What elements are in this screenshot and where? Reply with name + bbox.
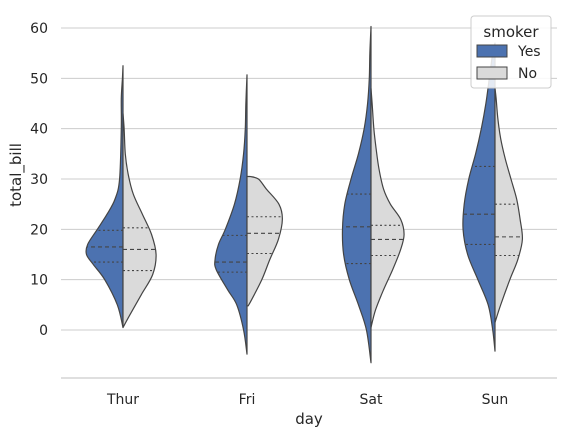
violin-plot-area	[85, 25, 524, 364]
y-axis-title: total_bill	[7, 143, 26, 207]
violin-body	[462, 42, 496, 352]
legend-label: Yes	[517, 44, 541, 60]
violin-half-no	[246, 175, 283, 307]
x-tick-label: Thur	[106, 392, 139, 408]
violin-body	[494, 87, 524, 324]
x-axis-ticks: Thur Fri Sat Sun	[106, 392, 508, 408]
legend-title: smoker	[483, 23, 539, 41]
violin-half-no	[122, 112, 157, 329]
violin-body	[370, 87, 405, 329]
y-tick-label: 50	[30, 71, 48, 87]
violin-body	[214, 74, 248, 355]
y-tick-label: 30	[30, 172, 48, 188]
y-tick-label: 10	[30, 273, 48, 289]
legend: smoker Yes No	[470, 15, 552, 89]
violin-half-no	[370, 87, 405, 329]
violin-half-no	[494, 87, 524, 324]
legend-swatch-yes	[476, 44, 508, 58]
x-tick-label: Sat	[360, 392, 383, 408]
violin-half-yes	[85, 65, 124, 329]
y-tick-label: 60	[30, 21, 48, 37]
y-axis-ticks: 0 10 20 30 40 50 60	[30, 21, 48, 339]
legend-label: No	[518, 66, 537, 82]
y-tick-label: 40	[30, 122, 48, 138]
violin-body	[85, 65, 124, 329]
violin-half-yes	[341, 25, 372, 364]
violin-half-yes	[462, 42, 496, 352]
violin-body	[122, 112, 157, 329]
y-tick-label: 0	[39, 323, 48, 339]
y-tick-label: 20	[30, 222, 48, 238]
x-tick-label: Sun	[482, 392, 509, 408]
violin-half-yes	[214, 74, 248, 355]
x-tick-label: Fri	[239, 392, 256, 408]
legend-swatch-no	[476, 66, 508, 80]
violin-body	[246, 175, 283, 307]
x-axis-title: day	[295, 410, 323, 428]
